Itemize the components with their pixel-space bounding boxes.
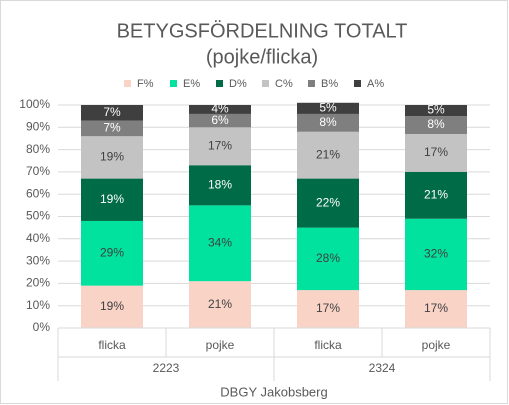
bar-segment xyxy=(297,113,359,132)
bar-segment xyxy=(189,205,251,282)
data-label: 5% xyxy=(427,103,445,117)
legend-swatch xyxy=(216,80,223,87)
y-tick-label: 100% xyxy=(19,97,50,111)
data-label: 28% xyxy=(316,251,340,265)
data-label: 17% xyxy=(424,301,448,315)
bar-segment xyxy=(405,290,467,328)
bar-segment xyxy=(189,127,251,166)
x-tick-label: flicka xyxy=(98,338,126,352)
x-axis-title: DBGY Jakobsberg xyxy=(220,384,327,399)
data-label: 17% xyxy=(424,145,448,159)
data-label: 5% xyxy=(319,101,337,115)
y-tick-label: 80% xyxy=(26,142,50,156)
data-label: 19% xyxy=(100,299,124,313)
legend-swatch xyxy=(170,80,177,87)
group-label: 2223 xyxy=(153,361,180,375)
legend-swatch xyxy=(262,80,269,87)
group-label: 2324 xyxy=(369,361,396,375)
data-label: 32% xyxy=(424,247,448,261)
bar-segment xyxy=(405,116,467,134)
bar-segment xyxy=(297,131,359,179)
legend-label: E% xyxy=(183,78,200,90)
data-label: 19% xyxy=(100,150,124,164)
y-tick-label: 10% xyxy=(26,298,50,312)
x-tick-label: pojke xyxy=(206,338,235,352)
legend-label: B% xyxy=(321,78,338,90)
data-label: 21% xyxy=(424,187,448,201)
bar-segment xyxy=(81,136,143,179)
x-tick-label: flicka xyxy=(314,338,342,352)
y-tick-label: 60% xyxy=(26,186,50,200)
y-tick-label: 0% xyxy=(33,320,51,334)
data-label: 22% xyxy=(316,195,340,209)
bar-segment xyxy=(189,165,251,206)
legend-label: A% xyxy=(367,78,384,90)
bar-segment xyxy=(81,178,143,221)
bar-segment xyxy=(405,218,467,291)
legend-label: F% xyxy=(137,78,154,90)
data-label: 21% xyxy=(316,147,340,161)
legend-label: C% xyxy=(275,78,293,90)
bar-segment xyxy=(189,281,251,328)
bar-segment xyxy=(81,105,143,121)
bar-segment xyxy=(405,171,467,219)
y-tick-label: 20% xyxy=(26,276,50,290)
legend-swatch xyxy=(354,80,361,87)
y-tick-label: 40% xyxy=(26,231,50,245)
bar-segment xyxy=(81,220,143,286)
bar-segment xyxy=(189,113,251,128)
legend-swatch xyxy=(124,80,131,87)
data-label: 19% xyxy=(100,192,124,206)
data-label: 6% xyxy=(211,113,229,127)
bar-segment xyxy=(297,178,359,228)
data-label: 17% xyxy=(316,301,340,315)
y-tick-label: 90% xyxy=(26,119,50,133)
bar-segment xyxy=(297,290,359,328)
legend-label: D% xyxy=(229,78,247,90)
chart-subtitle: (pojke/flicka) xyxy=(206,46,318,68)
data-label: 4% xyxy=(211,102,229,116)
y-tick-label: 70% xyxy=(26,164,50,178)
data-label: 8% xyxy=(427,117,445,131)
data-label: 7% xyxy=(103,105,121,119)
data-label: 8% xyxy=(319,115,337,129)
y-tick-label: 30% xyxy=(26,253,50,267)
bar-segment xyxy=(81,285,143,328)
data-label: 7% xyxy=(103,121,121,135)
data-label: 21% xyxy=(208,297,232,311)
bar-segment xyxy=(297,227,359,291)
data-label: 34% xyxy=(208,235,232,249)
bar-segment xyxy=(81,120,143,137)
data-label: 17% xyxy=(208,138,232,152)
x-tick-label: pojke xyxy=(422,338,451,352)
y-tick-label: 50% xyxy=(26,209,50,223)
data-label: 18% xyxy=(208,177,232,191)
bar-segment xyxy=(189,105,251,114)
chart-title: BETYGSFÖRDELNING TOTALT xyxy=(117,20,408,42)
legend-swatch xyxy=(308,80,315,87)
bar-segment xyxy=(405,133,467,172)
bar-segment xyxy=(405,105,467,117)
data-label: 29% xyxy=(100,245,124,259)
bar-segment xyxy=(297,102,359,114)
